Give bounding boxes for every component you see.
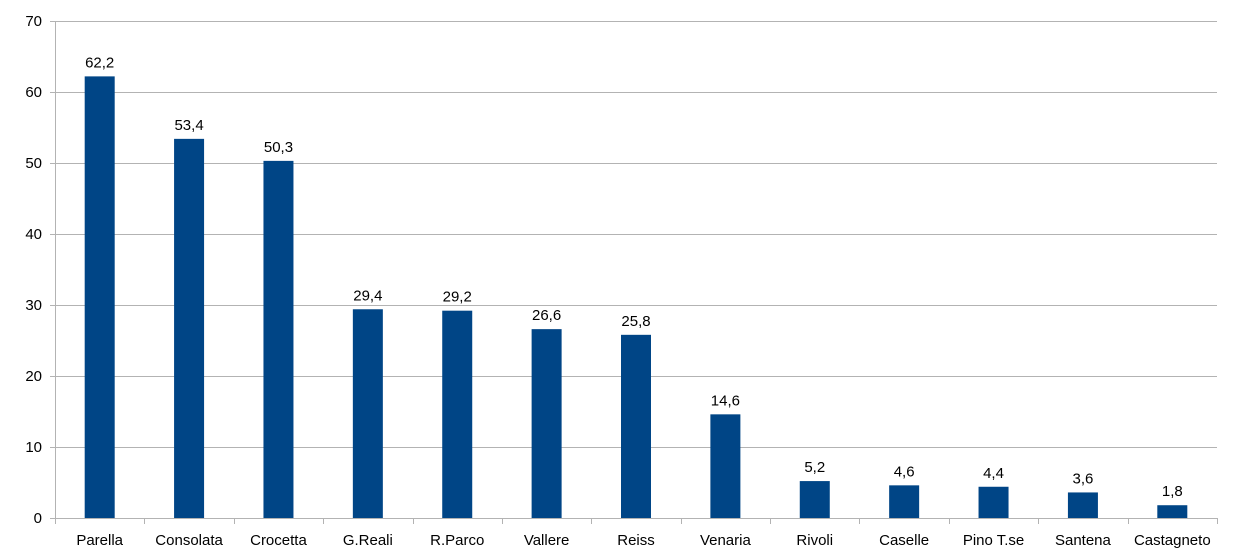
data-label: 50,3: [264, 139, 293, 156]
data-label: 53,4: [174, 117, 203, 134]
bar: [799, 481, 830, 518]
x-tick-label: Pino T.se: [963, 532, 1024, 549]
bar: [1067, 492, 1098, 518]
data-label: 14,6: [711, 392, 740, 409]
x-tick-label: Castagneto: [1134, 532, 1211, 549]
data-label: 29,2: [443, 289, 472, 306]
x-axis: [50, 21, 1218, 524]
x-tick-label: Rivoli: [796, 532, 833, 549]
y-tick-label: 30: [25, 297, 42, 314]
x-axis-ticks: Parella Consolata Crocetta G.Reali R.Parco Va…: [76, 532, 1210, 549]
bar: [442, 310, 473, 518]
y-axis-ticks: 0 10 20 30 40 50 60 70: [25, 13, 42, 527]
bar: [263, 160, 294, 518]
data-label: 1,8: [1162, 483, 1183, 500]
bars: [84, 76, 1188, 519]
x-tick-label: Parella: [76, 532, 123, 549]
x-tick-label: Crocetta: [250, 532, 307, 549]
y-tick-label: 50: [25, 155, 42, 172]
gridlines: [55, 21, 1217, 448]
data-labels: 62,2 53,4 50,3 29,4 29,2 26,6 25,8 14,6 5,2 4,6 4,…: [85, 54, 1183, 500]
x-tick-label: Caselle: [879, 532, 929, 549]
bar: [978, 486, 1009, 518]
data-label: 3,6: [1072, 470, 1093, 487]
y-tick-label: 40: [25, 226, 42, 243]
bar: [710, 414, 741, 518]
y-tick-label: 70: [25, 13, 42, 30]
y-tick-label: 60: [25, 84, 42, 101]
bar: [889, 485, 920, 518]
y-tick-label: 10: [25, 439, 42, 456]
bar: [352, 309, 383, 518]
data-label: 26,6: [532, 307, 561, 324]
x-tick-label: R.Parco: [430, 532, 484, 549]
data-label: 4,4: [983, 465, 1004, 482]
bar: [621, 334, 651, 518]
x-tick-label: G.Reali: [343, 532, 393, 549]
bar: [531, 329, 562, 518]
y-tick-label: 0: [34, 510, 42, 527]
x-tick-label: Reiss: [617, 532, 655, 549]
x-tick-label: Santena: [1055, 532, 1112, 549]
x-tick-label: Venaria: [700, 532, 752, 549]
x-tick-label: Vallere: [524, 532, 570, 549]
data-label: 4,6: [894, 463, 915, 480]
x-tick-label: Consolata: [155, 532, 223, 549]
data-label: 62,2: [85, 54, 114, 71]
data-label: 25,8: [621, 313, 650, 330]
bar: [1157, 505, 1188, 518]
bar: [84, 76, 115, 518]
data-label: 5,2: [804, 459, 825, 476]
data-label: 29,4: [353, 287, 382, 304]
y-tick-label: 20: [25, 368, 42, 385]
bar: [174, 138, 205, 519]
